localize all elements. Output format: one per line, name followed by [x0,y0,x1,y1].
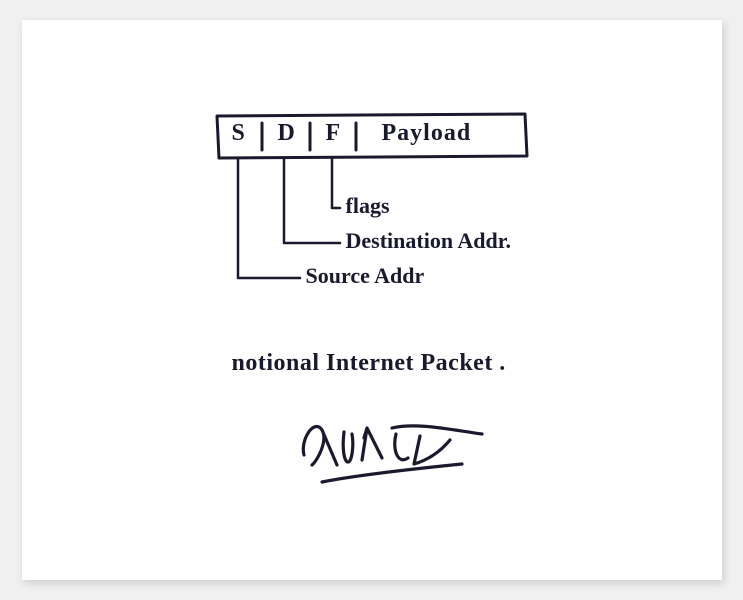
label-flags: flags [346,193,390,219]
packet-field-d: D [278,120,295,147]
paper-card: S D F Payload flags Destination Addr. So… [22,20,722,580]
packet-sketch [22,20,722,580]
packet-field-payload: Payload [382,120,472,147]
label-source: Source Addr [306,263,425,289]
label-destination: Destination Addr. [346,228,511,254]
caption: notional Internet Packet . [232,350,506,377]
packet-field-f: F [326,120,341,147]
packet-field-s: S [232,120,245,147]
